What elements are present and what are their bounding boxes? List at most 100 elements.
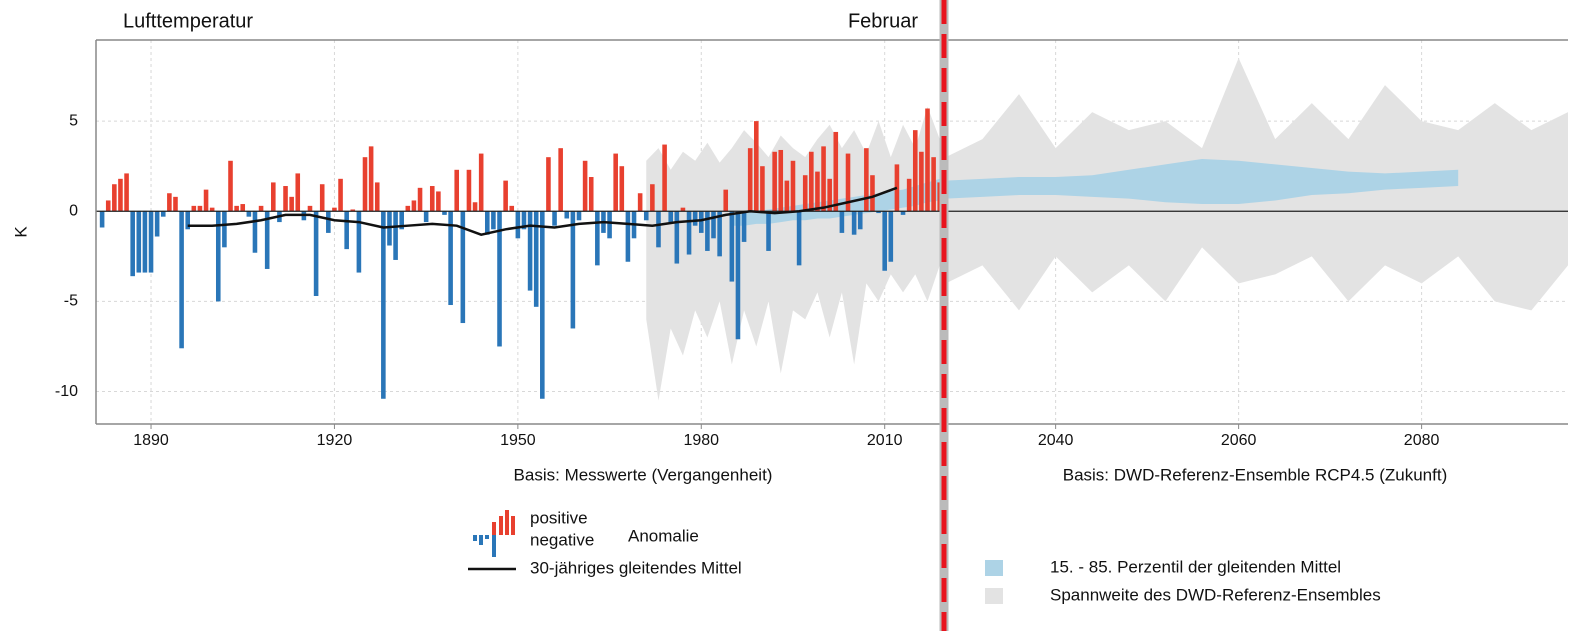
bar	[619, 166, 625, 212]
legend-icon	[505, 510, 509, 535]
bar	[796, 211, 802, 266]
bar	[851, 211, 857, 235]
x-tick-label: 2080	[1404, 432, 1440, 449]
moving-mean	[187, 186, 898, 237]
x-axis-label: Basis: Messwerte (Vergangenheit)	[514, 465, 773, 484]
bar	[527, 211, 533, 291]
x-axis-label: Basis: DWD-Referenz-Ensemble RCP4.5 (Zuk…	[1063, 465, 1448, 484]
legend-icon	[499, 516, 503, 535]
bar	[784, 180, 790, 212]
bar	[576, 211, 582, 221]
bar	[264, 211, 270, 269]
bar	[454, 169, 460, 212]
legend-icon	[511, 516, 515, 535]
bar	[124, 173, 129, 212]
bar	[344, 211, 349, 250]
bar	[289, 196, 294, 212]
bar	[540, 211, 545, 399]
bar	[711, 211, 716, 239]
bar	[154, 211, 160, 237]
bar	[662, 144, 667, 212]
bar	[509, 205, 515, 212]
bar	[332, 207, 337, 212]
bar	[766, 211, 771, 251]
bar	[356, 211, 362, 273]
bar	[607, 211, 612, 239]
bar	[326, 211, 331, 233]
legend-label: positive	[530, 508, 588, 527]
bar	[778, 149, 784, 212]
bar	[252, 211, 258, 253]
bar	[552, 211, 557, 226]
bar	[112, 184, 117, 212]
bar	[546, 157, 551, 212]
bar	[729, 211, 735, 282]
bar	[118, 178, 123, 212]
bar	[374, 182, 380, 212]
y-tick-label: -10	[55, 383, 78, 400]
bar	[497, 211, 502, 347]
bar	[478, 153, 484, 212]
bar	[442, 211, 447, 215]
bar	[900, 211, 906, 215]
y-axis-label: K	[11, 226, 30, 238]
bar	[173, 196, 178, 212]
bar	[405, 205, 411, 212]
bar	[417, 187, 423, 212]
bar	[668, 211, 674, 223]
bar	[533, 211, 539, 307]
bar	[197, 205, 203, 212]
bar	[772, 151, 777, 212]
bar	[735, 211, 741, 340]
bar	[521, 211, 527, 230]
bar	[925, 108, 930, 212]
bar	[271, 182, 276, 212]
bar	[136, 211, 142, 273]
bar	[472, 202, 478, 212]
bar	[295, 173, 301, 212]
legend-icon	[479, 535, 483, 545]
bar	[515, 211, 521, 239]
bar	[912, 130, 918, 212]
legend: positive negative Anomalie 30-jähriges g…	[468, 508, 1381, 604]
y-tick-label: -5	[64, 293, 78, 310]
bar	[338, 178, 343, 212]
bar	[582, 160, 588, 212]
bar	[888, 211, 894, 262]
bar	[558, 148, 563, 212]
legend-label: 15. - 85. Perzentil der gleitenden Mitte…	[1050, 557, 1341, 576]
bar	[191, 205, 197, 212]
bar	[209, 207, 215, 212]
bar	[185, 211, 191, 230]
bar	[564, 211, 570, 219]
bar	[203, 189, 209, 212]
bar	[436, 191, 441, 212]
bar	[839, 211, 845, 233]
bar	[680, 207, 686, 212]
bar	[643, 211, 649, 221]
bar	[570, 211, 576, 329]
bar	[686, 211, 692, 255]
bar	[423, 211, 429, 223]
bar	[387, 211, 392, 246]
bar	[234, 205, 239, 212]
range-band	[945, 158, 1459, 205]
bar	[240, 204, 246, 212]
bar	[857, 211, 863, 230]
legend-swatch	[985, 560, 1003, 576]
bar	[148, 211, 154, 273]
bar	[931, 157, 936, 212]
x-tick-label: 2010	[867, 432, 903, 449]
legend-icon	[485, 535, 489, 539]
bar	[588, 177, 594, 212]
bar	[760, 166, 765, 212]
x-tick-label: 1980	[683, 432, 719, 449]
bar	[674, 211, 680, 264]
bar	[160, 211, 166, 217]
bar	[747, 148, 753, 212]
bar	[815, 171, 820, 212]
legend-icon	[492, 522, 496, 535]
bar	[105, 200, 111, 212]
legend-swatch	[985, 588, 1003, 604]
